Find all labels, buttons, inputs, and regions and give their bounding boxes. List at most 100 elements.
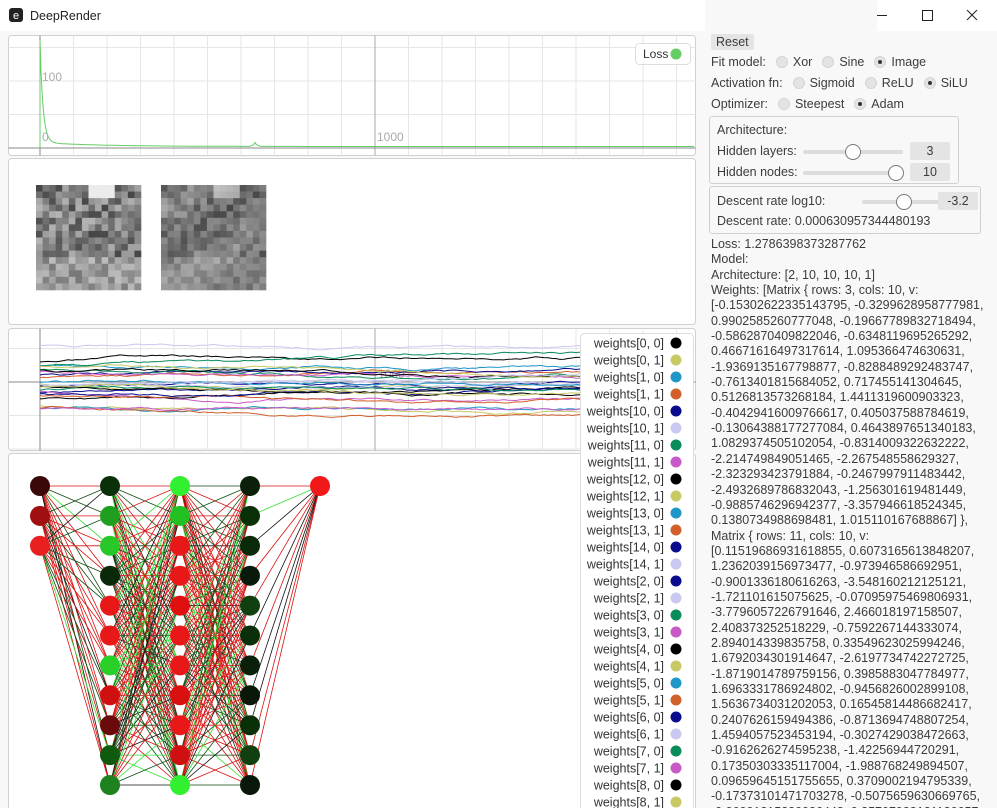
radio-label[interactable]: Sine [839, 55, 865, 69]
radio-option[interactable]: Sigmoid [792, 76, 855, 90]
image-pixel [239, 217, 247, 225]
image-pixel [213, 198, 221, 205]
output-line: -0.17373101471703278, -0.507565963066976… [711, 789, 981, 804]
optimizer-row: Optimizer: Steepest Adam [711, 95, 904, 113]
image-pixel [127, 257, 135, 265]
output-line: 0.9902585260777048, -0.19667789832718494… [711, 313, 976, 328]
image-pixel [167, 257, 175, 265]
radio-dot[interactable] [822, 56, 835, 68]
image-pixel [36, 224, 43, 232]
hidden-nodes-slider[interactable] [888, 165, 904, 181]
radio-label[interactable]: Adam [871, 97, 904, 111]
image-pixel [220, 217, 227, 225]
maximize-button[interactable] [922, 10, 933, 21]
image-pixel [101, 244, 109, 251]
network-node [240, 685, 260, 706]
image-pixel [220, 191, 227, 199]
radio-dot[interactable] [864, 77, 877, 89]
network-edge [39, 545, 111, 606]
reset-button[interactable]: Reset [711, 34, 754, 50]
output-line: 0.1380734988698481, 1.015110167688867] }… [711, 513, 968, 528]
image-pixel [206, 244, 214, 251]
legend-label: weights[7, 1] [593, 762, 664, 776]
legend-label: weights[3, 0] [593, 609, 664, 623]
image-pixel [55, 276, 63, 284]
descent-slider[interactable] [896, 194, 912, 210]
image-pixel [174, 224, 181, 232]
image-pixel [206, 257, 214, 265]
radio-label[interactable]: Sigmoid [809, 76, 855, 90]
image-pixel [62, 224, 70, 232]
radio-dot[interactable] [775, 56, 788, 68]
radio-option[interactable]: Adam [854, 97, 904, 111]
network-edge [39, 545, 111, 756]
radio-label[interactable]: ReLU [881, 76, 914, 90]
radio-dot[interactable] [792, 77, 805, 89]
image-pixel [167, 263, 175, 271]
image-pixel [174, 198, 181, 205]
output-line: -3.7796057226791646, 2.466018197158507, [711, 605, 962, 620]
radio-label[interactable]: Image [891, 55, 927, 69]
image-pixel [134, 191, 142, 199]
hidden-layers-value[interactable]: 3 [910, 142, 950, 160]
network-node [240, 595, 260, 616]
output-line: -1.9369135167798877, -0.8288489292483747… [711, 359, 974, 374]
image-pixel [55, 224, 63, 232]
descent-value[interactable]: -3.2 [938, 192, 978, 210]
image-pixel [121, 244, 129, 251]
image-pixel [226, 224, 234, 232]
image-pixel [95, 185, 102, 192]
image-pixel [134, 257, 142, 265]
image-pixel [134, 283, 142, 291]
image-pixel [246, 185, 254, 192]
image-pixel [233, 191, 241, 199]
network-edge [39, 545, 111, 786]
image-pixel [193, 198, 201, 205]
image-pixel [101, 211, 109, 219]
radio-option[interactable]: ReLU [864, 76, 914, 90]
image-pixel [252, 217, 260, 225]
network-edge [109, 605, 181, 786]
image-pixel [121, 237, 129, 245]
image-pixel [68, 276, 76, 284]
image-pixel [95, 270, 102, 278]
radio-option[interactable]: SiLU [923, 76, 968, 90]
image-pixel [174, 283, 181, 291]
radio-option[interactable]: Sine [822, 55, 864, 69]
image-pixel [88, 283, 96, 291]
image-pixel [49, 204, 56, 212]
radio-label[interactable]: Xor [792, 55, 813, 69]
radio-dot[interactable] [874, 56, 887, 68]
image-pixel [233, 257, 241, 265]
hidden-nodes-track [803, 171, 903, 175]
radio-dot[interactable] [777, 98, 790, 110]
image-pixel [68, 204, 76, 212]
radio-option[interactable]: Xor [775, 55, 813, 69]
network-node [100, 655, 120, 676]
image-pixel [213, 224, 221, 232]
image-pixel [49, 237, 56, 245]
image-pixel [88, 185, 96, 192]
radio-label[interactable]: SiLU [940, 76, 968, 90]
image-pixel [252, 257, 260, 265]
radio-dot[interactable] [854, 98, 867, 110]
network-edge [109, 485, 181, 547]
close-button[interactable] [966, 9, 978, 21]
radio-option[interactable]: Image [874, 55, 926, 69]
image-pixel [239, 244, 247, 251]
weights-plot: 1000 [8, 328, 696, 451]
image-pixel [161, 283, 168, 291]
radio-label[interactable]: Steepest [794, 97, 845, 111]
image-pixel [252, 198, 260, 205]
radio-option[interactable]: Steepest [777, 97, 845, 111]
radio-dot[interactable] [923, 77, 936, 89]
image-pixel [88, 204, 96, 212]
hidden-layers-slider[interactable] [845, 144, 861, 160]
network-node [240, 625, 260, 646]
network-edge [109, 754, 181, 786]
network-node [170, 595, 190, 616]
legend-label: weights[1, 0] [593, 371, 664, 385]
hidden-nodes-value[interactable]: 10 [910, 163, 950, 181]
image-pixel [42, 211, 50, 219]
